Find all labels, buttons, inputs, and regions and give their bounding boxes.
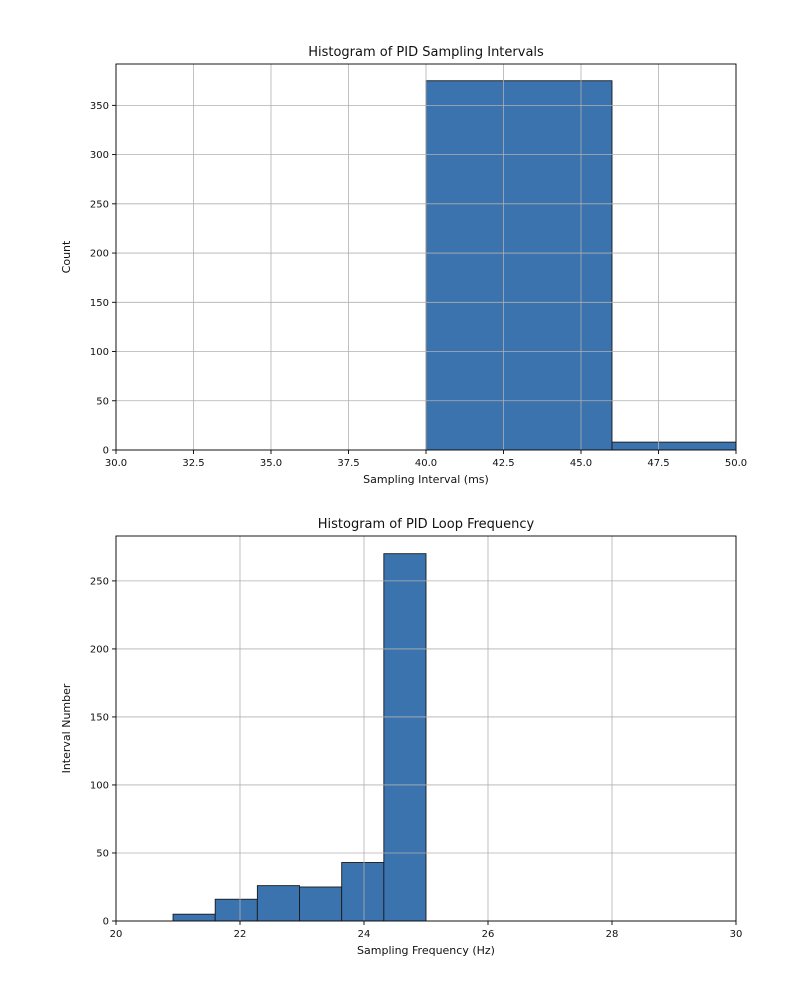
x-tick-label: 42.5	[492, 458, 514, 469]
plot-frame	[115, 535, 737, 922]
chart-title: Histogram of PID Sampling Intervals	[308, 45, 544, 60]
histogram-bar	[299, 886, 343, 921]
y-tick-label: 250	[90, 576, 109, 587]
y-tick-label: 150	[90, 298, 109, 309]
y-tick-label: 250	[90, 199, 109, 210]
histogram-bar	[256, 885, 300, 921]
y-axis-label: Interval Number	[60, 683, 73, 773]
histogram-bar	[425, 80, 613, 450]
y-tick-label: 200	[90, 249, 109, 260]
x-axis-label: Sampling Interval (ms)	[363, 473, 489, 486]
y-tick-label: 100	[90, 780, 109, 791]
y-tick-label: 0	[103, 917, 109, 928]
histogram-bar	[172, 913, 216, 921]
x-tick-label: 28	[606, 929, 619, 940]
chart-sampling-intervals: 30.0 32.5 35.0 37.5 40.0 42.5 45.0 47.5 50.0 0 50 1…	[60, 45, 747, 486]
x-tick-label: 35.0	[260, 458, 282, 469]
x-axis-label: Sampling Frequency (Hz)	[357, 944, 495, 957]
x-tick-label: 40.0	[415, 458, 437, 469]
x-tick-label: 50.0	[725, 458, 747, 469]
x-tick-label: 45.0	[570, 458, 592, 469]
histogram-bar	[341, 862, 385, 921]
x-tick-label: 37.5	[337, 458, 359, 469]
y-tick-label: 100	[90, 347, 109, 358]
y-tick-label: 50	[96, 848, 109, 859]
chart-title: Histogram of PID Loop Frequency	[318, 517, 535, 532]
y-axis-label: Count	[60, 240, 73, 273]
y-tick-label: 50	[96, 396, 109, 407]
y-tick-label: 150	[90, 712, 109, 723]
x-tick-label: 20	[110, 929, 123, 940]
histogram-bar	[214, 898, 258, 921]
bars	[425, 80, 736, 450]
x-tick-label: 24	[358, 929, 371, 940]
x-tick-label: 32.5	[182, 458, 204, 469]
x-tick-label: 30.0	[105, 458, 127, 469]
y-tick-label: 0	[103, 446, 109, 457]
x-tick-label: 22	[234, 929, 247, 940]
histogram-bar	[611, 441, 736, 450]
chart-loop-frequency: 20 22 24 26 28 30 0 50 100 150 200 250 Histogram of …	[60, 517, 742, 957]
y-tick-label: 350	[90, 101, 109, 112]
y-tick-label: 300	[90, 150, 109, 161]
histogram-bar	[383, 553, 427, 921]
x-tick-label: 30	[730, 929, 743, 940]
x-tick-label: 47.5	[647, 458, 669, 469]
y-tick-label: 200	[90, 644, 109, 655]
bars	[172, 553, 427, 921]
x-tick-label: 26	[482, 929, 495, 940]
